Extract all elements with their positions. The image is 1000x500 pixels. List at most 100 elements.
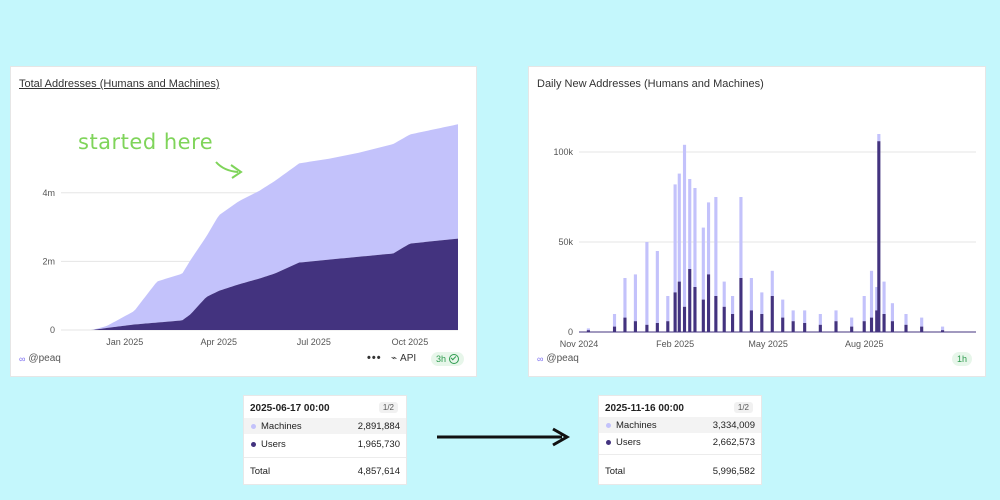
users-bar <box>850 326 854 332</box>
users-bar <box>818 324 822 332</box>
users-bar <box>834 321 838 332</box>
tooltip-page[interactable]: 1/2 <box>378 402 398 413</box>
tooltip-date: 2025-11-16 00:00 <box>605 403 684 414</box>
tooltip-total: Total 5,996,582 <box>605 466 755 477</box>
machines-bar <box>850 317 854 327</box>
users-bar <box>706 274 711 332</box>
machines-bar <box>941 326 945 331</box>
users-bar <box>803 323 807 332</box>
users-bar <box>722 306 726 332</box>
machines-bar <box>877 134 881 142</box>
x-tick-label: Feb 2025 <box>656 339 694 349</box>
tooltip-row-users: Users 1,965,730 <box>244 436 406 452</box>
machines-bar <box>666 296 670 322</box>
total-addresses-title[interactable]: Total Addresses (Humans and Machines) <box>19 78 220 90</box>
machines-bar <box>688 179 692 269</box>
y-tick-label: 4m <box>42 188 55 198</box>
machines-bar <box>739 197 743 278</box>
tooltip-divider <box>244 457 406 458</box>
users-bar <box>612 326 617 332</box>
handle-label: @peaq <box>28 353 61 364</box>
machines-bar <box>701 227 705 300</box>
total-addresses-panel: Total Addresses (Humans and Machines) 0 2… <box>11 67 476 376</box>
machines-bar <box>862 296 866 322</box>
tooltip-card-right: 2025-11-16 00:00 1/2 Machines 3,334,009 … <box>599 396 761 484</box>
machines-bar <box>749 278 753 311</box>
tooltip-row-label: Users <box>616 436 641 448</box>
y-tick-label: 100k <box>553 147 573 157</box>
users-bar <box>862 321 866 332</box>
api-button[interactable]: ⌁ API <box>391 353 416 364</box>
y-tick-label: 50k <box>558 237 573 247</box>
tooltip-row-users: Users 2,662,573 <box>599 434 761 450</box>
users-bar <box>714 296 718 332</box>
tooltip-page[interactable]: 1/2 <box>733 402 753 413</box>
users-bar <box>623 317 627 332</box>
machines-bar <box>875 287 879 311</box>
tooltip-row-label: Machines <box>616 419 657 431</box>
users-bar <box>904 324 908 332</box>
machines-bar <box>655 251 659 323</box>
machines-bar <box>890 303 894 322</box>
machines-dot-icon <box>251 423 256 429</box>
tooltip-total-value: 5,996,582 <box>712 466 755 477</box>
machines-bar <box>731 296 735 314</box>
total-addresses-chart: 0 2m 4m Jan 2025 Apr 2025 Jul 2025 Oct 2025 <box>42 124 458 347</box>
x-tick-label: Jan 2025 <box>106 337 143 347</box>
freshness-badge-right[interactable]: 1h <box>952 352 973 366</box>
users-bar <box>781 317 785 332</box>
users-bar <box>731 314 735 332</box>
y-tick-label: 0 <box>50 325 55 335</box>
tooltip-row-label: Machines <box>261 420 302 432</box>
x-tick-label: Jul 2025 <box>297 337 331 347</box>
users-bar <box>941 330 945 332</box>
users-bar <box>677 281 681 332</box>
machines-dot-icon <box>606 422 611 428</box>
users-bar <box>673 292 677 332</box>
machines-bar <box>677 173 681 282</box>
tooltip-total-label: Total <box>605 466 626 477</box>
tooltip-divider <box>599 454 761 455</box>
panel-footer-handle-right[interactable]: ∞ @peaq <box>537 353 579 364</box>
panel-footer-handle[interactable]: ∞ @peaq <box>19 353 61 364</box>
users-dot-icon <box>606 439 611 445</box>
machines-bar <box>623 278 627 318</box>
more-options-icon[interactable]: ••• <box>367 352 382 364</box>
users-bar <box>760 314 764 332</box>
machines-bar <box>904 314 908 325</box>
transition-arrow-head <box>552 427 571 447</box>
machines-bar <box>834 310 838 322</box>
daily-new-addresses-title[interactable]: Daily New Addresses (Humans and Machines… <box>537 78 764 90</box>
freshness-badge[interactable]: 3h <box>431 352 465 366</box>
tooltip-row-value: 2,662,573 <box>712 436 755 448</box>
machines-bar <box>714 197 718 296</box>
machines-bar <box>706 202 711 275</box>
tooltip-row-value: 3,334,009 <box>712 419 755 431</box>
machines-bar <box>882 281 886 314</box>
machines-bar <box>682 144 687 307</box>
users-bar <box>920 326 924 332</box>
tooltip-row-machines: Machines 2,891,884 <box>244 418 406 434</box>
link-icon: ∞ <box>19 353 26 364</box>
users-dot-icon <box>251 441 256 447</box>
tooltip-row-label: Users <box>261 438 286 450</box>
users-bar <box>791 321 795 332</box>
x-tick-label: May 2025 <box>748 339 788 349</box>
users-bar <box>882 314 886 332</box>
api-label: API <box>400 353 417 364</box>
machines-bar <box>693 188 697 287</box>
machines-bar <box>818 314 822 325</box>
x-tick-label: Oct 2025 <box>392 337 429 347</box>
machines-bar <box>869 270 874 318</box>
users-bar <box>770 296 774 332</box>
users-bar <box>701 299 705 332</box>
machines-bar <box>612 314 617 327</box>
machines-bar <box>586 328 590 331</box>
users-bar <box>666 321 670 332</box>
users-bar <box>633 321 637 332</box>
tooltip-row-value: 1,965,730 <box>357 438 400 450</box>
users-bar <box>688 269 692 332</box>
users-bar <box>890 321 894 332</box>
machines-bar <box>673 184 677 293</box>
daily-new-addresses-chart: 0 50k 100k Nov 2024 Feb 2025 May 2025 Aug 2025 <box>553 134 976 349</box>
